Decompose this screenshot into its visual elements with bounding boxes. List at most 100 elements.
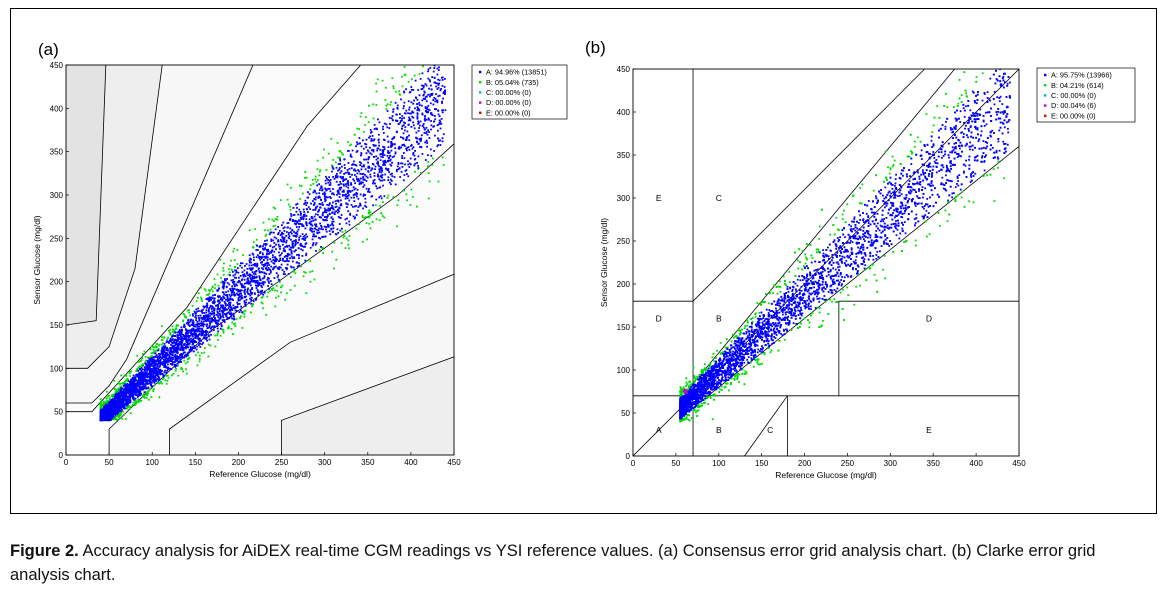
data-point — [199, 346, 202, 348]
data-point — [157, 375, 159, 378]
data-point — [436, 145, 439, 148]
data-point — [200, 298, 203, 300]
data-point — [309, 229, 312, 231]
data-point — [436, 88, 439, 90]
data-point — [342, 189, 345, 192]
data-point — [174, 356, 177, 359]
data-point — [168, 342, 170, 344]
data-point — [331, 220, 334, 223]
data-point — [278, 281, 281, 283]
data-point — [335, 210, 338, 213]
data-point — [143, 350, 146, 353]
data-point — [438, 119, 441, 122]
data-point — [431, 164, 434, 166]
data-point — [346, 182, 349, 185]
data-point — [122, 398, 125, 400]
data-point — [322, 211, 324, 214]
data-point — [132, 401, 135, 404]
data-point — [318, 227, 320, 230]
data-point — [182, 325, 185, 328]
data-point — [155, 349, 157, 352]
data-point — [396, 113, 398, 116]
data-point — [189, 340, 192, 343]
data-point — [220, 281, 222, 284]
data-point — [134, 376, 137, 379]
data-point — [243, 315, 246, 318]
data-point — [238, 311, 241, 313]
data-point — [266, 269, 268, 272]
data-point — [156, 349, 159, 352]
data-point — [168, 352, 171, 355]
data-point — [309, 271, 312, 273]
data-point — [128, 371, 131, 374]
data-point — [233, 294, 236, 297]
data-point — [320, 216, 322, 219]
data-point — [442, 133, 445, 136]
data-point — [328, 203, 331, 205]
data-point — [190, 337, 192, 340]
data-point — [321, 201, 324, 204]
data-point — [311, 230, 314, 233]
data-point — [358, 182, 361, 184]
data-point — [260, 296, 263, 299]
data-point — [356, 172, 359, 175]
data-point — [373, 179, 376, 181]
data-point — [165, 357, 168, 360]
data-point — [155, 345, 158, 348]
data-point — [166, 374, 169, 377]
data-point — [225, 298, 227, 301]
data-point — [335, 180, 338, 183]
data-point — [233, 291, 235, 294]
data-point — [181, 348, 184, 351]
data-point — [353, 217, 356, 220]
data-point — [173, 331, 175, 334]
data-point — [351, 189, 354, 192]
data-point — [136, 385, 138, 388]
data-point — [173, 329, 175, 332]
data-point — [124, 397, 126, 400]
data-point — [141, 386, 144, 388]
data-point — [166, 358, 169, 360]
data-point — [158, 371, 161, 374]
data-point — [421, 124, 424, 127]
data-point — [253, 277, 255, 279]
data-point — [217, 296, 220, 299]
data-point — [282, 232, 285, 235]
data-point — [290, 250, 293, 253]
data-point — [422, 94, 425, 97]
data-point — [270, 288, 273, 290]
data-point — [136, 394, 138, 397]
data-point — [136, 395, 139, 398]
data-point — [401, 115, 404, 117]
data-point — [306, 202, 309, 204]
data-point — [237, 299, 240, 302]
data-point — [248, 301, 250, 304]
data-point — [417, 167, 420, 169]
data-point — [116, 404, 118, 407]
data-point — [277, 295, 280, 298]
data-point — [183, 344, 185, 347]
data-point — [140, 392, 143, 395]
data-point — [365, 146, 368, 148]
data-point — [285, 268, 288, 271]
data-point — [146, 373, 148, 376]
data-point — [142, 378, 145, 381]
data-point — [236, 249, 239, 251]
data-point — [260, 261, 262, 264]
data-point — [284, 298, 286, 301]
data-point — [249, 292, 252, 295]
data-point — [112, 394, 115, 397]
data-point — [295, 249, 297, 251]
data-point — [141, 376, 144, 379]
data-point — [364, 168, 367, 171]
data-point — [171, 335, 173, 338]
data-point — [312, 183, 315, 185]
data-point — [360, 177, 362, 180]
data-point — [249, 277, 252, 279]
data-point — [223, 262, 225, 265]
data-point — [287, 236, 290, 239]
data-point — [291, 243, 294, 246]
data-point — [426, 108, 428, 111]
data-point — [438, 94, 441, 97]
data-point — [181, 339, 184, 342]
